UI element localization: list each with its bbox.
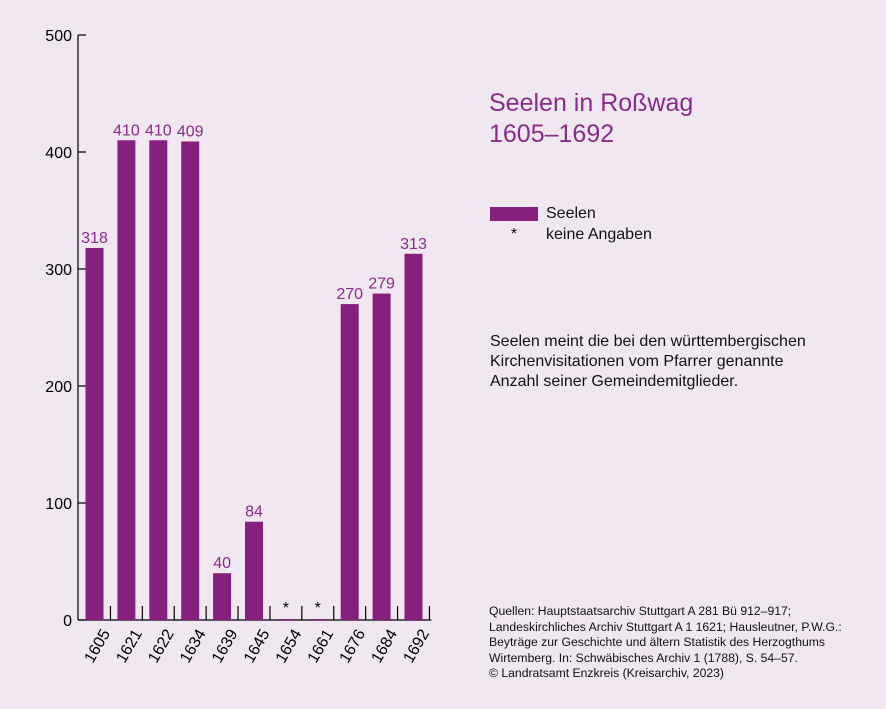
- y-tick-label-400: 400: [45, 145, 72, 162]
- sources-line4: Wirtemberg. In: Schwäbisches Archiv 1 (1…: [489, 650, 798, 665]
- x-tick-label-1684: 1684: [369, 627, 402, 666]
- bar-label-1622: 410: [145, 122, 172, 139]
- sources-line3: Beyträge zur Geschichte und ältern Stati…: [489, 635, 825, 650]
- bar-label-1684: 279: [368, 276, 395, 293]
- x-tick-label-1692: 1692: [400, 627, 433, 666]
- legend-swatch-seelen: [490, 206, 538, 221]
- x-tick-label-1654: 1654: [273, 627, 306, 666]
- x-tick-label-1676: 1676: [337, 627, 370, 666]
- bar-label-1676: 270: [336, 286, 363, 303]
- note-line1: Seelen meint die bei den württembergisch…: [490, 333, 806, 350]
- chart-title-line2: 1605–1692: [489, 120, 615, 148]
- bar-1621: [117, 140, 136, 621]
- bar-label-1692: 313: [400, 236, 427, 253]
- x-tick-label-1639: 1639: [209, 627, 242, 666]
- x-tick-label-1645: 1645: [241, 627, 274, 666]
- legend-label-no-data: keine Angaben: [546, 225, 652, 243]
- chart-title-line1: Seelen in Roßwag: [489, 89, 694, 117]
- explanation-note: Seelen meint die bei den württembergisch…: [490, 332, 850, 392]
- legend: Seelen * keine Angaben: [490, 203, 652, 245]
- bar-label-1645: 84: [245, 504, 263, 521]
- x-tick-label-1605: 1605: [81, 627, 114, 666]
- y-tick-label-100: 100: [45, 496, 72, 513]
- bar-1622: [149, 140, 168, 621]
- y-tick-label-0: 0: [63, 613, 72, 630]
- x-tick-label-1661: 1661: [305, 627, 338, 666]
- note-line2: Kirchenvisitationen vom Pfarrer genannte: [490, 353, 784, 370]
- bar-1645: [245, 521, 263, 620]
- note-line3: Anzahl seiner Gemeindemitglieder.: [490, 373, 739, 390]
- sources-line5: © Landratsamt Enzkreis (Kreisarchiv, 202…: [489, 666, 724, 681]
- legend-item-seelen: Seelen: [490, 203, 652, 224]
- legend-label-seelen: Seelen: [546, 204, 596, 222]
- bar-label-1654: *: [283, 600, 289, 617]
- bar-1676: [340, 304, 359, 620]
- bar-label-1634: 409: [177, 123, 204, 140]
- bar-1684: [372, 293, 391, 620]
- bar-label-1639: 40: [213, 555, 231, 572]
- bar-1639: [213, 573, 232, 620]
- bar-1692: [404, 253, 423, 621]
- bar-label-1621: 410: [113, 122, 140, 139]
- x-tick-label-1634: 1634: [177, 627, 210, 666]
- bar-label-1661: *: [315, 600, 321, 617]
- chart-title: Seelen in Roßwag 1605–1692: [489, 88, 693, 150]
- legend-star-symbol: *: [510, 225, 518, 243]
- sources-block: Quellen: Hauptstaatsarchiv Stuttgart A 2…: [489, 604, 842, 682]
- y-tick-label-500: 500: [45, 28, 72, 45]
- bar-1605: [85, 247, 104, 620]
- x-tick-label-1622: 1622: [145, 627, 178, 666]
- bar-label-1605: 318: [81, 230, 108, 247]
- sources-line1: Quellen: Hauptstaatsarchiv Stuttgart A 2…: [489, 604, 792, 618]
- y-tick-label-300: 300: [45, 262, 72, 279]
- x-tick-label-1621: 1621: [113, 627, 146, 666]
- bar-1634: [181, 141, 200, 620]
- y-tick-label-200: 200: [45, 379, 72, 396]
- sources-line2: Landeskirchliches Archiv Stuttgart A 1 1…: [489, 619, 842, 634]
- legend-item-no-data: * keine Angaben: [490, 224, 652, 245]
